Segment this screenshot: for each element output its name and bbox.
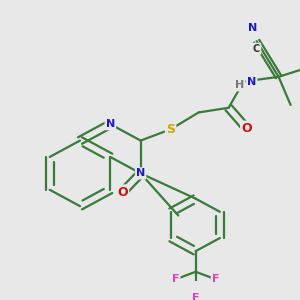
Text: N: N — [106, 119, 115, 129]
Text: F: F — [212, 274, 219, 284]
Text: N: N — [136, 168, 145, 178]
Text: F: F — [192, 293, 200, 300]
Text: O: O — [117, 186, 128, 199]
Text: O: O — [241, 122, 252, 135]
Text: H: H — [235, 80, 244, 90]
Text: S: S — [166, 123, 175, 136]
Text: N: N — [247, 76, 256, 86]
Text: N: N — [248, 23, 257, 33]
Text: C: C — [253, 44, 260, 54]
Text: F: F — [172, 274, 179, 284]
